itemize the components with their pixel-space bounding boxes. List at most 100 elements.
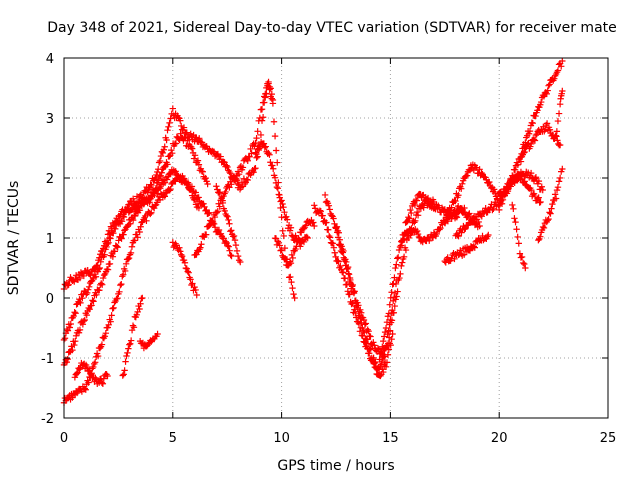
data-point bbox=[196, 135, 203, 142]
data-point bbox=[527, 169, 535, 177]
data-point bbox=[113, 295, 120, 303]
data-point bbox=[61, 335, 69, 342]
data-point bbox=[379, 343, 386, 350]
data-point bbox=[326, 234, 334, 241]
data-point bbox=[271, 132, 279, 140]
data-point bbox=[290, 290, 297, 298]
data-point bbox=[90, 298, 97, 305]
series-arc-12 bbox=[252, 138, 311, 250]
data-point bbox=[206, 209, 213, 216]
x-tick-label: 25 bbox=[600, 431, 617, 446]
data-point bbox=[114, 244, 121, 251]
data-point bbox=[511, 215, 518, 222]
data-point bbox=[452, 197, 459, 205]
data-point bbox=[211, 224, 219, 231]
data-point bbox=[123, 352, 130, 360]
y-tick-label: 0 bbox=[46, 292, 54, 307]
data-point bbox=[346, 291, 353, 298]
data-point bbox=[99, 380, 107, 387]
data-point bbox=[537, 198, 544, 206]
data-point bbox=[112, 225, 119, 233]
data-point bbox=[413, 208, 421, 216]
series-arc-8 bbox=[169, 239, 200, 299]
data-point bbox=[395, 246, 403, 254]
data-point bbox=[392, 264, 399, 272]
data-point bbox=[274, 159, 281, 166]
data-point bbox=[427, 197, 435, 204]
data-point bbox=[226, 168, 233, 176]
data-point bbox=[180, 124, 188, 131]
data-point bbox=[72, 332, 80, 340]
data-point bbox=[289, 233, 296, 240]
data-point bbox=[216, 203, 223, 210]
data-point bbox=[122, 358, 129, 365]
data-point bbox=[227, 251, 234, 259]
data-point bbox=[292, 245, 299, 253]
data-point bbox=[537, 233, 544, 240]
data-point bbox=[461, 226, 468, 233]
series-arc-9 bbox=[191, 78, 277, 259]
data-point bbox=[350, 289, 357, 296]
data-point bbox=[514, 233, 521, 241]
data-point bbox=[266, 151, 273, 158]
data-point bbox=[385, 310, 393, 317]
x-tick-label: 10 bbox=[273, 431, 290, 446]
data-point bbox=[326, 206, 333, 213]
data-point bbox=[187, 276, 194, 283]
data-point bbox=[177, 251, 185, 258]
data-point bbox=[398, 262, 405, 270]
data-point bbox=[399, 259, 406, 266]
data-point bbox=[271, 174, 279, 181]
data-point bbox=[134, 234, 141, 241]
data-point bbox=[259, 114, 267, 121]
data-point bbox=[332, 253, 339, 261]
data-point bbox=[87, 278, 95, 285]
data-point bbox=[83, 363, 91, 371]
data-point bbox=[181, 259, 189, 266]
data-point bbox=[131, 212, 139, 220]
data-point bbox=[319, 212, 326, 219]
data-point bbox=[127, 249, 135, 257]
data-point bbox=[144, 188, 151, 196]
data-point bbox=[465, 246, 473, 254]
data-point bbox=[556, 174, 564, 182]
data-point bbox=[69, 346, 76, 354]
data-point bbox=[120, 371, 127, 378]
data-point bbox=[556, 100, 564, 108]
data-point bbox=[169, 239, 176, 246]
data-point bbox=[90, 363, 97, 371]
data-point bbox=[545, 215, 552, 223]
data-point bbox=[228, 227, 235, 234]
data-point bbox=[184, 268, 191, 275]
data-point bbox=[160, 146, 167, 153]
data-point bbox=[411, 201, 419, 209]
data-point bbox=[104, 240, 111, 248]
data-point bbox=[389, 281, 396, 288]
data-point bbox=[310, 219, 317, 226]
data-point bbox=[204, 180, 211, 188]
data-point bbox=[444, 254, 451, 261]
data-point bbox=[335, 258, 342, 265]
data-point bbox=[291, 294, 298, 302]
data-point bbox=[538, 183, 545, 190]
data-point bbox=[490, 186, 498, 193]
data-point bbox=[455, 232, 462, 240]
data-point bbox=[451, 255, 458, 263]
data-point bbox=[402, 246, 410, 254]
data-point bbox=[64, 282, 71, 289]
data-point bbox=[127, 220, 134, 227]
data-point bbox=[334, 257, 341, 264]
data-point bbox=[351, 306, 358, 313]
data-point bbox=[167, 185, 174, 193]
data-point bbox=[252, 164, 259, 172]
data-point bbox=[93, 291, 100, 298]
data-point bbox=[300, 225, 308, 232]
data-point bbox=[177, 117, 184, 124]
data-point bbox=[224, 163, 231, 171]
data-point bbox=[364, 326, 371, 333]
data-point bbox=[172, 168, 179, 175]
data-point bbox=[413, 227, 421, 235]
data-point bbox=[77, 299, 84, 307]
data-point bbox=[113, 243, 120, 250]
data-point bbox=[396, 243, 404, 251]
